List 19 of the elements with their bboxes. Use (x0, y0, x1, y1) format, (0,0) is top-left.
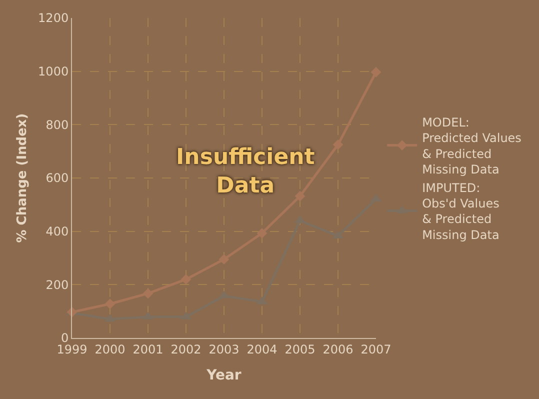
x-tick-label: 2004 (246, 342, 278, 356)
x-tick-label: 2007 (360, 342, 392, 356)
y-tick-label: 200 (46, 278, 69, 292)
y-tick-label: 1200 (38, 11, 69, 26)
legend-label: IMPUTED: Obs'd Values & Predicted Missing Data (422, 180, 500, 242)
x-tick-label: 2000 (94, 342, 126, 356)
y-tick-label: 400 (46, 224, 69, 239)
x-axis-title: Year (206, 368, 242, 384)
annotation: Insufficient Data (176, 145, 316, 199)
y-tick-label: 600 (46, 171, 69, 186)
y-tick-label: 1000 (38, 64, 69, 79)
y-tick-label: 800 (46, 118, 69, 132)
x-tick-label: 2001 (132, 342, 164, 356)
x-tick-label: 2003 (208, 342, 240, 356)
legend-label: MODEL: Predicted Values & Predicted Missing Data (422, 116, 522, 176)
x-tick-label: 2002 (170, 342, 202, 356)
y-axis-title: % Change (Index) (15, 113, 30, 243)
x-tick-label: 2006 (322, 342, 354, 356)
x-tick-label: 2005 (284, 342, 316, 356)
